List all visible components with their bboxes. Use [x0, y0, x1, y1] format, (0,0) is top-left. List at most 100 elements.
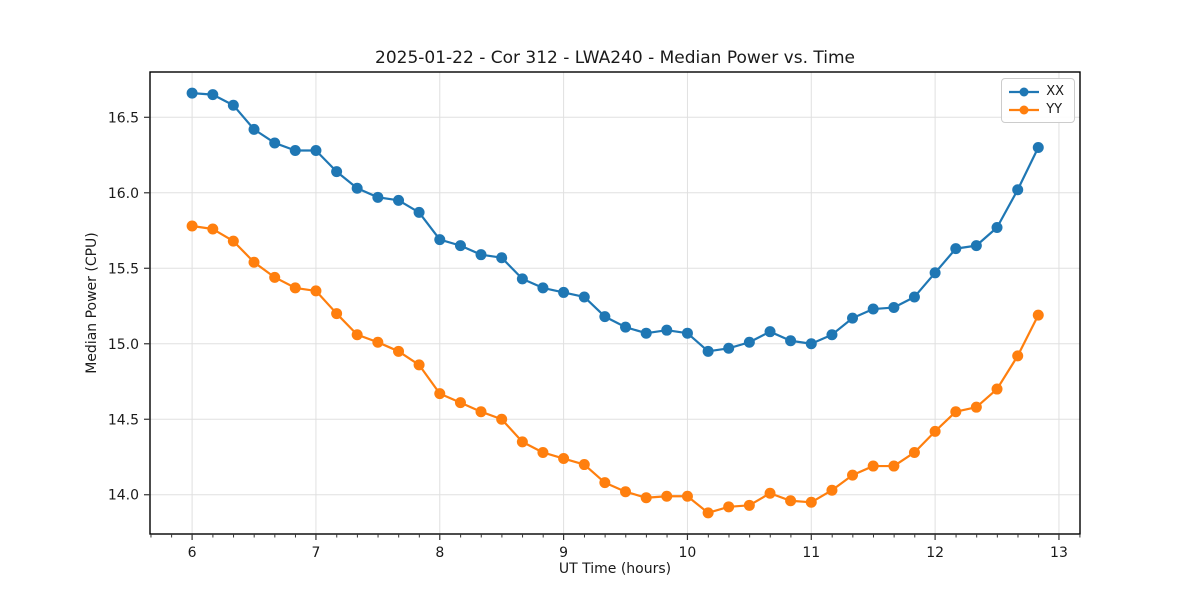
data-point: [908, 446, 920, 458]
data-point: [558, 286, 570, 298]
data-point: [310, 285, 322, 297]
data-point: [454, 397, 466, 409]
data-point: [496, 252, 508, 264]
data-point: [434, 388, 446, 400]
data-point: [393, 345, 405, 357]
data-point: [1032, 309, 1044, 321]
data-point: [764, 326, 776, 338]
series-XX: [186, 87, 1044, 357]
series-line-YY: [191, 224, 1040, 514]
y-tick-label: 15.5: [108, 261, 139, 277]
data-point: [805, 338, 817, 350]
legend-label: XX: [1046, 84, 1064, 99]
data-point: [454, 240, 466, 252]
data-point: [991, 383, 1003, 395]
data-point: [847, 312, 859, 324]
data-point: [599, 311, 611, 323]
data-point: [867, 460, 879, 472]
data-point: [537, 282, 549, 294]
data-point: [269, 137, 281, 149]
plot-border: [149, 71, 1081, 535]
legend-sample-line: [1009, 87, 1040, 96]
data-point: [413, 206, 425, 218]
data-point: [331, 166, 343, 178]
data-point: [351, 329, 363, 341]
legend-item-YY: YY: [1009, 102, 1064, 117]
y-tick-label: 16.0: [108, 186, 139, 202]
data-point: [785, 335, 797, 347]
x-tick-label: 11: [802, 545, 820, 561]
data-point: [929, 425, 941, 437]
data-point: [289, 145, 301, 157]
data-point: [413, 359, 425, 371]
data-point: [248, 123, 260, 135]
data-point: [475, 406, 487, 418]
data-point: [929, 267, 941, 279]
legend-label: YY: [1046, 102, 1063, 117]
chart-title: 2025-01-22 - Cor 312 - LWA240 - Median P…: [375, 48, 855, 68]
data-point: [743, 499, 755, 511]
data-point: [764, 487, 776, 499]
x-tick-label: 12: [926, 545, 944, 561]
data-point: [723, 501, 735, 513]
data-point: [888, 460, 900, 472]
x-axis: 6 7 8 9 10 11 12 13: [150, 534, 1081, 561]
data-point: [950, 406, 962, 418]
x-tick-label: 10: [679, 545, 697, 561]
data-point: [516, 273, 528, 285]
data-point: [558, 453, 570, 465]
x-tick-label: 8: [435, 545, 444, 561]
y-tick-label: 14.5: [108, 412, 139, 428]
data-point: [207, 89, 219, 101]
data-point: [227, 235, 239, 247]
data-point: [805, 496, 817, 508]
data-point: [496, 413, 508, 425]
data-point: [950, 243, 962, 255]
data-point: [227, 99, 239, 111]
grid: [150, 72, 1080, 534]
data-point: [620, 486, 632, 498]
data-point: [186, 220, 198, 232]
data-point: [1012, 184, 1024, 196]
x-axis-label: UT Time (hours): [558, 561, 672, 577]
data-point: [661, 490, 673, 502]
data-point: [970, 401, 982, 413]
data-point: [289, 282, 301, 294]
data-point: [908, 291, 920, 303]
data-point: [372, 336, 384, 348]
data-point: [248, 256, 260, 268]
data-point: [393, 194, 405, 206]
data-point: [661, 324, 673, 336]
data-point: [186, 87, 198, 99]
data-point: [434, 234, 446, 246]
data-point: [578, 291, 590, 303]
data-point: [640, 492, 652, 504]
data-point: [743, 336, 755, 348]
data-point: [702, 507, 714, 519]
data-point: [1032, 141, 1044, 153]
data-point: [310, 145, 322, 157]
data-point: [620, 321, 632, 333]
legend-sample-line: [1009, 105, 1040, 114]
data-point: [269, 271, 281, 283]
data-point: [826, 484, 838, 496]
data-point: [723, 342, 735, 354]
x-tick-label: 9: [559, 545, 568, 561]
data-point: [475, 249, 487, 261]
data-point: [867, 303, 879, 315]
x-tick-label: 7: [311, 545, 320, 561]
data-point: [640, 327, 652, 339]
y-axis-label: Median Power (CPU): [84, 232, 100, 374]
x-tick-label: 6: [188, 545, 197, 561]
data-point: [847, 469, 859, 481]
series-line-XX: [192, 92, 1040, 353]
data-point: [351, 182, 363, 194]
data-point: [1012, 350, 1024, 362]
y-tick-label: 14.0: [108, 488, 139, 504]
data-point: [599, 477, 611, 489]
y-tick-label: 15.0: [108, 337, 139, 353]
series-YY: [186, 220, 1044, 519]
data-point: [681, 327, 693, 339]
